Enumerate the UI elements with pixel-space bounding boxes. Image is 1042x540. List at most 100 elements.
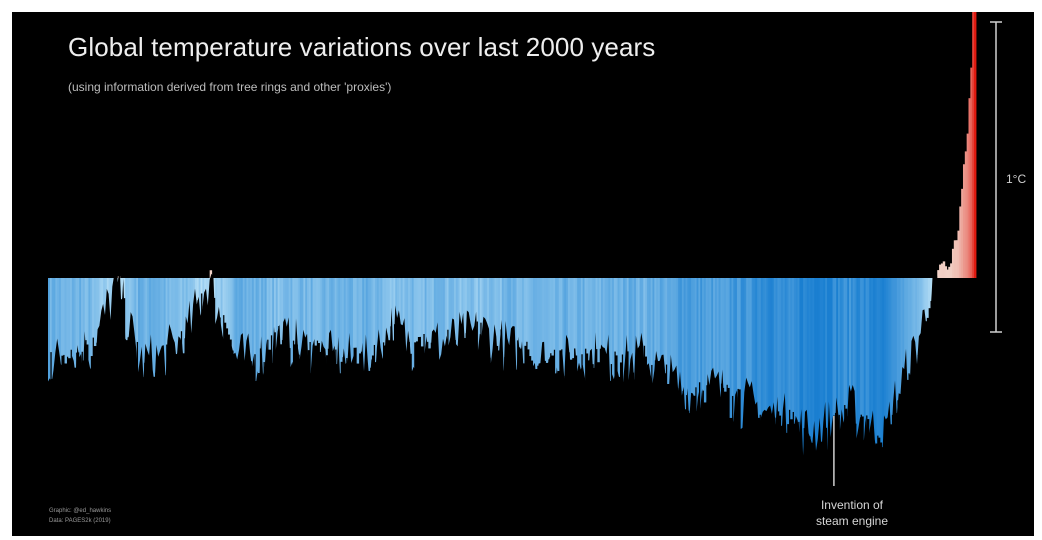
temperature-stripe xyxy=(49,278,53,353)
temperature-stripe xyxy=(472,278,475,355)
temperature-stripe xyxy=(856,278,859,443)
temperature-stripe xyxy=(913,278,916,359)
temperature-stripe xyxy=(369,278,372,368)
temperature-stripe xyxy=(878,278,881,438)
temperature-stripe xyxy=(235,278,238,385)
temperature-stripe xyxy=(375,278,378,363)
temperature-stripe xyxy=(511,278,514,361)
temperature-stripe xyxy=(549,278,553,354)
temperature-stripe xyxy=(612,278,615,381)
temperature-stripe xyxy=(672,278,676,382)
temperature-stripe xyxy=(832,278,835,416)
temperature-stripe xyxy=(814,278,817,454)
temperature-stripe xyxy=(343,278,347,375)
temperature-stripe xyxy=(439,278,442,368)
temperature-stripe xyxy=(852,278,856,413)
temperature-stripe xyxy=(400,278,404,355)
temperature-stripe xyxy=(182,278,185,354)
temperature-stripe xyxy=(880,278,883,443)
temperature-stripe xyxy=(180,278,183,332)
temperature-stripe xyxy=(953,240,957,278)
temperature-stripe xyxy=(468,278,472,348)
temperature-stripe xyxy=(624,278,628,379)
temperature-stripe xyxy=(940,263,944,278)
temperature-stripe xyxy=(632,278,635,373)
temperature-stripe xyxy=(185,278,189,356)
temperature-stripe xyxy=(459,278,462,326)
temperature-stripe xyxy=(641,278,644,379)
temperature-stripe xyxy=(551,278,554,356)
temperature-stripe xyxy=(341,278,345,358)
temperature-stripe xyxy=(865,278,869,416)
temperature-stripe xyxy=(698,278,701,383)
temperature-stripe xyxy=(593,278,597,368)
temperature-stripe xyxy=(206,278,209,309)
temperature-stripe xyxy=(680,278,683,415)
temperature-stripe xyxy=(553,278,556,350)
temperature-stripe xyxy=(463,278,466,339)
temperature-stripe xyxy=(841,278,845,429)
temperature-stripe xyxy=(722,278,725,388)
temperature-stripe xyxy=(724,278,727,392)
temperature-stripe xyxy=(66,278,69,357)
temperature-stripe xyxy=(81,278,84,352)
temperature-stripe xyxy=(821,278,824,442)
temperature-stripe xyxy=(588,278,591,361)
temperature-stripe xyxy=(569,278,573,360)
temperature-stripe xyxy=(163,278,167,376)
temperature-stripe xyxy=(523,278,527,346)
temperature-stripe xyxy=(283,278,286,359)
temperature-stripe xyxy=(156,278,159,370)
temperature-stripe xyxy=(454,278,457,340)
temperature-stripe xyxy=(591,278,595,365)
temperature-stripe xyxy=(119,278,123,300)
temperature-stripe xyxy=(318,278,321,344)
temperature-stripe xyxy=(461,278,464,350)
temperature-stripe xyxy=(347,278,350,372)
temperature-stripe xyxy=(433,278,437,372)
temperature-stripe xyxy=(909,278,913,375)
temperature-stripe xyxy=(53,278,56,382)
temperature-stripe xyxy=(281,278,284,341)
temperature-stripe xyxy=(191,278,194,339)
temperature-stripe xyxy=(869,278,872,443)
temperature-stripe xyxy=(678,278,681,411)
temperature-stripe xyxy=(479,278,483,323)
temperature-stripe xyxy=(520,278,523,349)
temperature-stripe xyxy=(373,278,376,345)
temperature-stripe xyxy=(108,278,112,320)
temperature-stripe xyxy=(808,278,812,437)
temperature-stripe xyxy=(154,278,157,373)
temperature-stripe xyxy=(610,278,613,365)
temperature-stripe xyxy=(907,278,911,374)
temperature-stripe xyxy=(242,278,246,362)
temperature-stripe xyxy=(97,278,101,341)
temperature-stripe xyxy=(79,278,82,380)
temperature-stripe xyxy=(584,278,587,349)
temperature-stripe xyxy=(571,278,575,359)
temperature-stripe xyxy=(606,278,609,372)
temperature-stripe xyxy=(819,278,823,442)
temperature-stripe xyxy=(336,278,339,365)
temperature-stripe xyxy=(499,278,503,330)
temperature-stripe xyxy=(623,278,626,388)
temperature-stripe xyxy=(656,278,659,372)
temperature-stripe xyxy=(367,278,371,371)
temperature-stripe xyxy=(602,278,606,358)
temperature-stripe xyxy=(68,278,71,359)
temperature-stripe xyxy=(48,278,51,393)
temperature-stripe xyxy=(257,278,260,373)
temperature-stripe xyxy=(88,278,91,374)
temperature-stripe xyxy=(661,278,665,389)
temperature-stripe xyxy=(770,278,773,442)
temperature-stripe xyxy=(492,278,496,356)
temperature-stripe xyxy=(483,278,486,357)
temperature-stripe xyxy=(147,278,150,369)
temperature-stripe xyxy=(959,206,962,278)
temperature-stripe xyxy=(139,278,143,377)
temperature-stripe xyxy=(261,278,264,381)
chart-title: Global temperature variations over last … xyxy=(68,32,656,62)
temperature-stripe xyxy=(790,278,793,420)
temperature-stripe xyxy=(488,278,492,358)
temperature-stripe xyxy=(628,278,632,391)
